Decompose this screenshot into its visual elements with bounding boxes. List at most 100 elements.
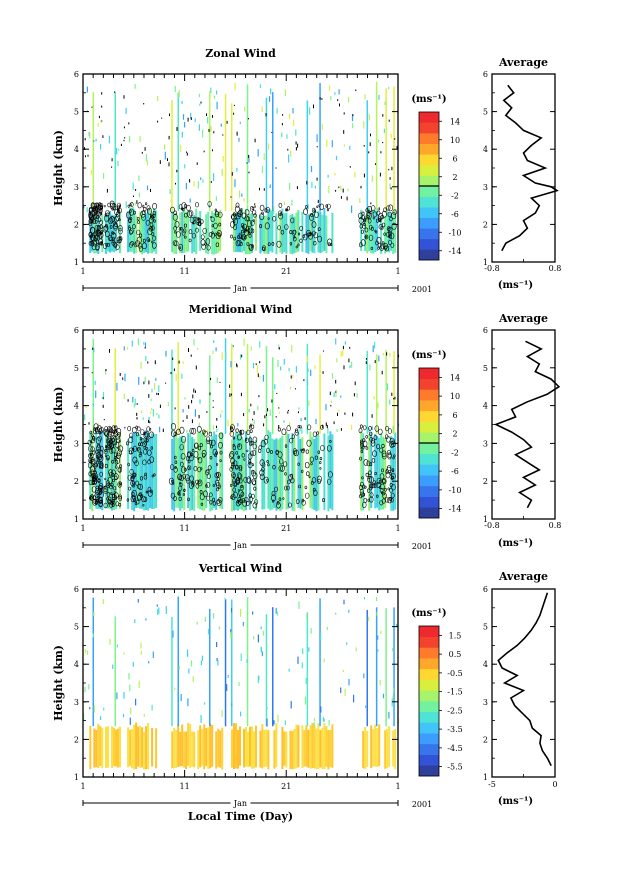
contour-dot xyxy=(306,180,308,185)
colorbar-swatch xyxy=(419,133,439,145)
data-column xyxy=(191,437,194,510)
contour xyxy=(381,241,385,246)
contour-dot xyxy=(343,112,345,115)
data-speck xyxy=(193,181,195,187)
contour xyxy=(118,445,124,453)
data-speck xyxy=(151,704,153,711)
contour xyxy=(230,457,235,465)
data-speck xyxy=(225,351,227,360)
contour xyxy=(236,472,242,479)
data-column xyxy=(271,210,274,253)
contour xyxy=(145,202,148,206)
data-speck xyxy=(373,396,375,400)
data-speck xyxy=(300,418,302,422)
contour xyxy=(112,222,118,230)
colorbar-swatch xyxy=(419,636,439,648)
contour xyxy=(316,205,319,209)
data-column xyxy=(265,215,268,254)
data-speck xyxy=(248,158,250,163)
contour xyxy=(360,446,363,450)
data-column xyxy=(261,724,264,769)
contour-dot xyxy=(368,151,370,154)
data-speck xyxy=(182,361,184,364)
contour-dot xyxy=(122,377,124,380)
data-speck xyxy=(144,376,146,382)
data-speck xyxy=(269,409,271,416)
data-speck xyxy=(314,185,316,189)
data-speck xyxy=(158,607,160,614)
contour xyxy=(376,236,382,244)
contour xyxy=(371,458,376,463)
contour xyxy=(145,446,148,451)
data-speck xyxy=(376,612,378,616)
contour xyxy=(211,224,215,228)
contour-dot xyxy=(343,365,345,370)
contour xyxy=(199,489,203,494)
contour xyxy=(252,436,258,443)
data-speck xyxy=(227,675,229,678)
contour xyxy=(252,502,258,509)
colorbar-label: -2 xyxy=(451,448,459,457)
data-speck xyxy=(100,120,102,123)
contour xyxy=(199,443,203,448)
contour-dot xyxy=(337,412,338,416)
contour xyxy=(95,485,100,491)
contour xyxy=(217,484,221,489)
contour xyxy=(182,493,185,496)
panel-title: Meridional Wind xyxy=(189,303,293,316)
y-tick-label: 5 xyxy=(74,623,79,632)
contour xyxy=(88,453,92,458)
data-speck xyxy=(270,88,272,95)
contour xyxy=(368,234,374,241)
contour-dot xyxy=(189,179,191,183)
data-speck xyxy=(185,182,187,190)
contour-dot xyxy=(391,392,393,396)
data-speck xyxy=(313,722,315,727)
contour xyxy=(383,487,387,492)
contour xyxy=(252,443,257,450)
colorbar-label: 6 xyxy=(452,154,457,163)
data-column xyxy=(107,437,109,509)
contour xyxy=(238,464,243,470)
data-column xyxy=(281,435,284,510)
contour xyxy=(206,469,210,474)
contour xyxy=(284,444,288,448)
contour xyxy=(286,425,291,432)
contour-dot xyxy=(388,168,390,171)
contour xyxy=(117,449,122,457)
contour xyxy=(138,492,143,497)
data-column xyxy=(376,728,379,767)
x-tick-label: 1 xyxy=(80,524,85,533)
contour xyxy=(180,227,183,231)
data-column xyxy=(249,435,251,510)
data-speck xyxy=(92,403,94,407)
contour xyxy=(207,201,212,207)
data-speck xyxy=(97,423,100,427)
contour xyxy=(235,202,240,208)
contour xyxy=(175,231,181,238)
data-speck xyxy=(125,107,127,115)
contour xyxy=(116,452,121,459)
contour-dot xyxy=(186,151,187,153)
contour xyxy=(364,234,369,240)
contour xyxy=(238,232,243,238)
contour xyxy=(237,434,242,441)
contour xyxy=(230,464,234,470)
contour xyxy=(303,208,308,215)
data-column xyxy=(269,432,272,511)
data-column xyxy=(309,725,312,769)
contour xyxy=(294,429,299,436)
contour-dot xyxy=(342,345,344,350)
contour xyxy=(104,448,107,452)
data-speck xyxy=(364,94,366,100)
y-tick-label: 1 xyxy=(74,515,79,524)
contour xyxy=(368,210,371,214)
contour xyxy=(172,240,177,246)
data-column xyxy=(111,726,113,769)
contour xyxy=(141,242,147,250)
contour xyxy=(99,471,103,477)
contour xyxy=(135,425,138,429)
contour xyxy=(111,500,115,505)
contour xyxy=(390,492,395,499)
colorbar-label: -6 xyxy=(451,467,459,476)
